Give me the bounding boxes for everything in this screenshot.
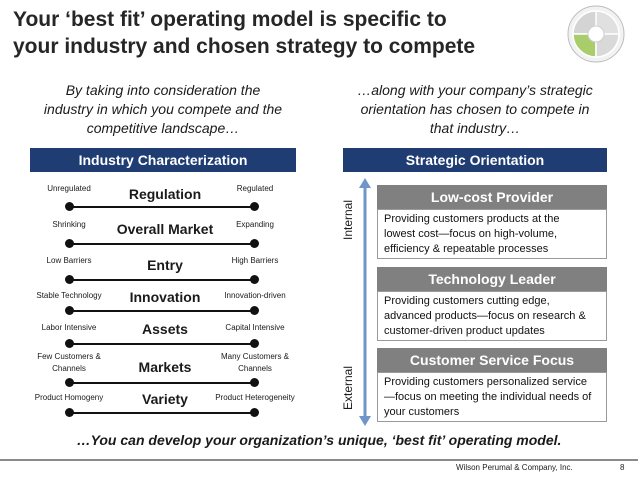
- row-line: [69, 382, 254, 384]
- industry-row-markets: Few Customers & Channels Markets Many Cu…: [30, 350, 296, 388]
- row-line: [69, 412, 254, 414]
- row-left-dot: [65, 239, 74, 248]
- row-left-label: Low Barriers: [46, 256, 92, 265]
- industry-row-overall-market: Shrinking Overall Market Expanding: [30, 217, 296, 251]
- orientation-title-low-cost: Low-cost Provider: [377, 185, 607, 209]
- orientation-desc-technology: Providing customers cutting edge, advanc…: [377, 291, 607, 341]
- row-name: Markets: [138, 359, 192, 375]
- slide-title-line-2: your industry and chosen strategy to com…: [13, 35, 476, 58]
- row-left-dot: [65, 339, 74, 348]
- row-name: Regulation: [128, 186, 202, 202]
- row-right-label: Capital Intensive: [225, 323, 285, 332]
- conclusion-text: …You can develop your organization’s uni…: [76, 432, 562, 448]
- row-left-label: Unregulated: [47, 184, 91, 193]
- row-line: [69, 206, 254, 208]
- axis-label-external: External: [341, 365, 355, 411]
- row-left-dot: [65, 408, 74, 417]
- row-left-dot: [65, 306, 74, 315]
- row-name: Assets: [142, 321, 188, 337]
- row-line: [69, 343, 254, 345]
- row-right-dot: [250, 408, 259, 417]
- intro-right-text: …along with your company’s strategic ori…: [340, 81, 610, 138]
- orientation-desc-customer-service: Providing customers personalized service…: [377, 372, 607, 422]
- row-name: Variety: [142, 391, 188, 407]
- internal-external-arrow-icon: [359, 178, 371, 426]
- row-right-dot: [250, 275, 259, 284]
- intro-right-line-2: orientation has chosen to compete in: [360, 101, 590, 117]
- row-right-label: Regulated: [236, 184, 274, 193]
- row-left-dot: [65, 275, 74, 284]
- slide-title: Your ‘best fit’ operating model is speci…: [13, 6, 553, 60]
- row-left-label: Few Customers & Channels: [37, 352, 101, 373]
- quadrant-logo-icon: [567, 5, 625, 63]
- intro-right-line-1: …along with your company’s strategic: [357, 82, 593, 98]
- row-left-label: Shrinking: [52, 220, 86, 229]
- row-name: Overall Market: [116, 221, 214, 237]
- row-left-label: Labor Intensive: [41, 323, 97, 332]
- page-number: 8: [620, 463, 625, 472]
- row-right-label: Expanding: [236, 220, 274, 229]
- industry-header: Industry Characterization: [30, 148, 296, 172]
- row-name: Entry: [147, 257, 183, 273]
- row-left-label: Stable Technology: [36, 291, 102, 300]
- slide-title-line-1: Your ‘best fit’ operating model is speci…: [13, 8, 447, 31]
- row-right-label: Innovation-driven: [224, 291, 286, 300]
- orientation-desc-low-cost: Providing customers products at the lowe…: [377, 209, 607, 259]
- row-left-dot: [65, 378, 74, 387]
- row-right-dot: [250, 378, 259, 387]
- row-line: [69, 243, 254, 245]
- row-line: [69, 310, 254, 312]
- industry-row-entry: Low Barriers Entry High Barriers: [30, 253, 296, 287]
- intro-left-line-1: By taking into consideration the: [65, 82, 261, 98]
- row-left-label: Product Homogeny: [34, 393, 104, 402]
- intro-right-line-3: that industry…: [429, 120, 521, 136]
- row-right-dot: [250, 239, 259, 248]
- axis-label-internal: Internal: [341, 199, 355, 241]
- row-line: [69, 279, 254, 281]
- orientation-title-customer-service: Customer Service Focus: [377, 348, 607, 372]
- industry-row-assets: Labor Intensive Assets Capital Intensive: [30, 320, 296, 354]
- intro-left-line-2: industry in which you compete and the: [43, 101, 283, 117]
- row-name: Innovation: [129, 289, 201, 305]
- row-right-label: Many Customers & Channels: [220, 352, 290, 373]
- footer: Wilson Perumal & Company, Inc. 8: [0, 459, 638, 478]
- row-left-dot: [65, 202, 74, 211]
- row-right-label: High Barriers: [231, 256, 279, 265]
- industry-row-variety: Product Homogeny Variety Product Heterog…: [30, 389, 296, 423]
- row-right-dot: [250, 306, 259, 315]
- strategic-header: Strategic Orientation: [343, 148, 607, 172]
- orientation-title-technology: Technology Leader: [377, 267, 607, 291]
- row-right-label: Product Heterogeneity: [215, 393, 295, 402]
- row-right-dot: [250, 339, 259, 348]
- footer-company: Wilson Perumal & Company, Inc.: [456, 463, 573, 472]
- industry-row-innovation: Stable Technology Innovation Innovation-…: [30, 288, 296, 322]
- intro-left-text: By taking into consideration the industr…: [30, 81, 296, 138]
- industry-row-regulation: Unregulated Regulation Regulated: [30, 181, 296, 215]
- row-right-dot: [250, 202, 259, 211]
- intro-left-line-3: competitive landscape…: [86, 120, 240, 136]
